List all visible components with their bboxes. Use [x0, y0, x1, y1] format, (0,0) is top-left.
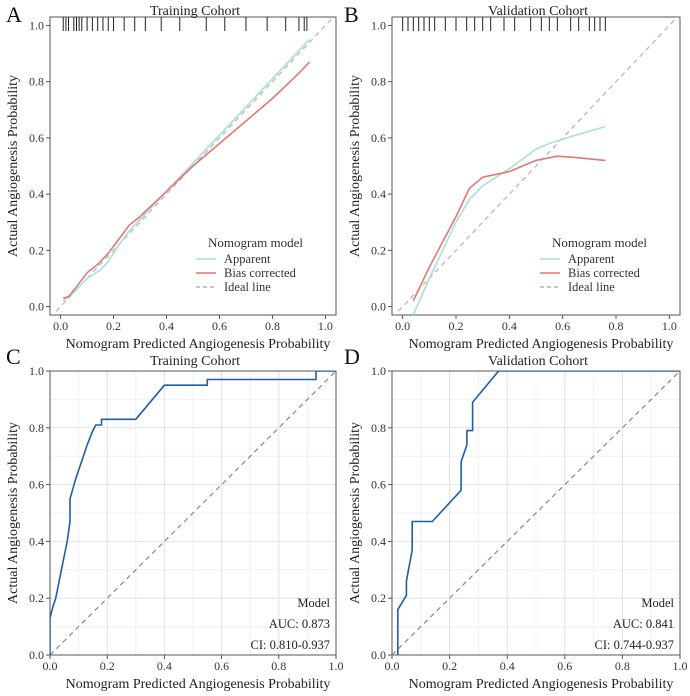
x-axis-label: Nomogram Predicted Angiogenesis Probabil…: [66, 677, 331, 692]
x-tick-label: 0.6: [214, 659, 229, 673]
x-tick-label: 0.8: [271, 659, 286, 673]
series-line-reference: [50, 371, 336, 655]
annotation-model: Model: [641, 596, 674, 610]
y-tick-label: 0.8: [29, 421, 44, 435]
x-axis-label: Nomogram Predicted Angiogenesis Probabil…: [66, 337, 331, 352]
plot-frame: [391, 16, 681, 316]
x-tick-label: 0.4: [157, 659, 172, 673]
y-tick-label: 0.8: [371, 75, 386, 89]
x-tick-label: 0.2: [442, 659, 457, 673]
x-tick-label: 0.6: [212, 319, 227, 333]
x-tick-label: 0.2: [106, 319, 121, 333]
y-tick-label: 0.6: [29, 478, 44, 492]
legend-title: Nomogram model: [552, 235, 647, 250]
y-tick-label: 0.6: [29, 131, 44, 145]
series-line-ideal-line: [393, 17, 679, 315]
x-tick-label: 0.8: [609, 319, 624, 333]
y-tick-label: 0.2: [29, 243, 44, 257]
x-tick-label: 0.8: [265, 319, 280, 333]
legend-label: Bias corrected: [224, 266, 297, 280]
legend-label: Ideal line: [224, 280, 271, 294]
legend-label: Apparent: [224, 252, 271, 266]
series-line-bias-corrected: [62, 61, 311, 299]
x-tick-label: 0.2: [449, 319, 464, 333]
y-tick-label: 0.6: [371, 131, 386, 145]
y-tick-label: 0.2: [371, 243, 386, 257]
y-tick-label: 1.0: [371, 18, 386, 32]
legend-label: Bias corrected: [568, 266, 641, 280]
x-tick-label: 0.0: [53, 319, 68, 333]
y-tick-label: 0.4: [29, 187, 44, 201]
legend-title: Nomogram model: [208, 235, 303, 250]
annotation-ci: CI: 0.810-0.937: [250, 638, 330, 652]
y-tick-label: 1.0: [371, 364, 386, 378]
y-axis-label: Actual Angiogenesis Probability: [348, 75, 363, 257]
x-tick-label: 1.0: [329, 659, 344, 673]
y-tick-label: 0.2: [29, 591, 44, 605]
chart-title: Validation Cohort: [488, 4, 588, 19]
y-tick-label: 0.0: [371, 300, 386, 314]
x-tick-label: 0.2: [100, 659, 115, 673]
y-axis-label: Actual Angiogenesis Probability: [6, 75, 21, 257]
legend-label: Ideal line: [568, 280, 615, 294]
annotation-auc: AUC: 0.841: [613, 617, 674, 631]
x-tick-label: 0.0: [395, 319, 410, 333]
y-tick-label: 0.4: [371, 187, 386, 201]
y-tick-label: 0.0: [371, 648, 386, 662]
series-line-apparent: [62, 38, 311, 302]
x-tick-label: 0.4: [159, 319, 174, 333]
annotation-model: Model: [297, 596, 330, 610]
chart-title: Training Cohort: [150, 354, 240, 369]
panel-letter: D: [344, 344, 360, 369]
y-tick-label: 1.0: [29, 364, 44, 378]
y-tick-label: 0.8: [371, 421, 386, 435]
panel-b: 0.0 0.2 0.4 0.6 0.8 1.0 0.0 0.2 0.4 0.6 0.8 1.0 Nomo…: [344, 2, 681, 352]
series-line-bias-corrected: [412, 155, 606, 302]
y-tick-label: 0.2: [371, 591, 386, 605]
chart-title: Validation Cohort: [488, 354, 588, 369]
x-tick-label: 1.0: [673, 659, 688, 673]
x-tick-label: 1.0: [662, 319, 677, 333]
y-tick-label: 0.4: [29, 534, 44, 548]
panel-letter: B: [344, 2, 359, 27]
x-axis-label: Nomogram Predicted Angiogenesis Probabil…: [409, 677, 674, 692]
y-tick-label: 0.4: [371, 534, 386, 548]
x-tick-label: 0.8: [615, 659, 630, 673]
plot-frame: [49, 370, 337, 656]
series-line-model: [50, 371, 336, 655]
x-tick-label: 0.4: [500, 659, 515, 673]
plot-frame: [49, 16, 337, 316]
legend-label: Apparent: [568, 252, 615, 266]
series-line-apparent: [412, 125, 606, 315]
y-tick-label: 1.0: [29, 18, 44, 32]
chart-title: Training Cohort: [150, 4, 240, 19]
x-tick-label: 0.6: [557, 659, 572, 673]
series-line-reference: [392, 371, 680, 655]
x-tick-label: 1.0: [318, 319, 333, 333]
panel-c: 0.0 0.2 0.4 0.6 0.8 1.0 0.0 0.2 0.4 0.6 0.8 1.0 Nomo…: [6, 344, 344, 692]
y-tick-label: 0.8: [29, 75, 44, 89]
x-tick-label: 0.4: [502, 319, 517, 333]
panel-d: 0.0 0.2 0.4 0.6 0.8 1.0 0.0 0.2 0.4 0.6 0.8 1.0 Nomo…: [344, 344, 688, 692]
y-tick-label: 0.6: [371, 478, 386, 492]
y-tick-label: 0.0: [29, 300, 44, 314]
y-axis-label: Actual Angiogenesis Probability: [6, 422, 21, 604]
panel-letter: A: [6, 2, 22, 27]
x-tick-label: 0.6: [555, 319, 570, 333]
y-tick-label: 0.0: [29, 648, 44, 662]
y-axis-label: Actual Angiogenesis Probability: [348, 422, 363, 604]
annotation-auc: AUC: 0.873: [269, 617, 330, 631]
panel-letter: C: [6, 344, 21, 369]
annotation-ci: CI: 0.744-0.937: [594, 638, 674, 652]
series-line-model: [396, 371, 680, 655]
x-tick-label: 0.0: [385, 659, 400, 673]
panel-a: 0.0 0.2 0.4 0.6 0.8 1.0 0.0 0.2 0.4 0.6 0.8 1.0 Nomo…: [6, 2, 337, 352]
x-tick-label: 0.0: [43, 659, 58, 673]
x-axis-label: Nomogram Predicted Angiogenesis Probabil…: [409, 337, 674, 352]
